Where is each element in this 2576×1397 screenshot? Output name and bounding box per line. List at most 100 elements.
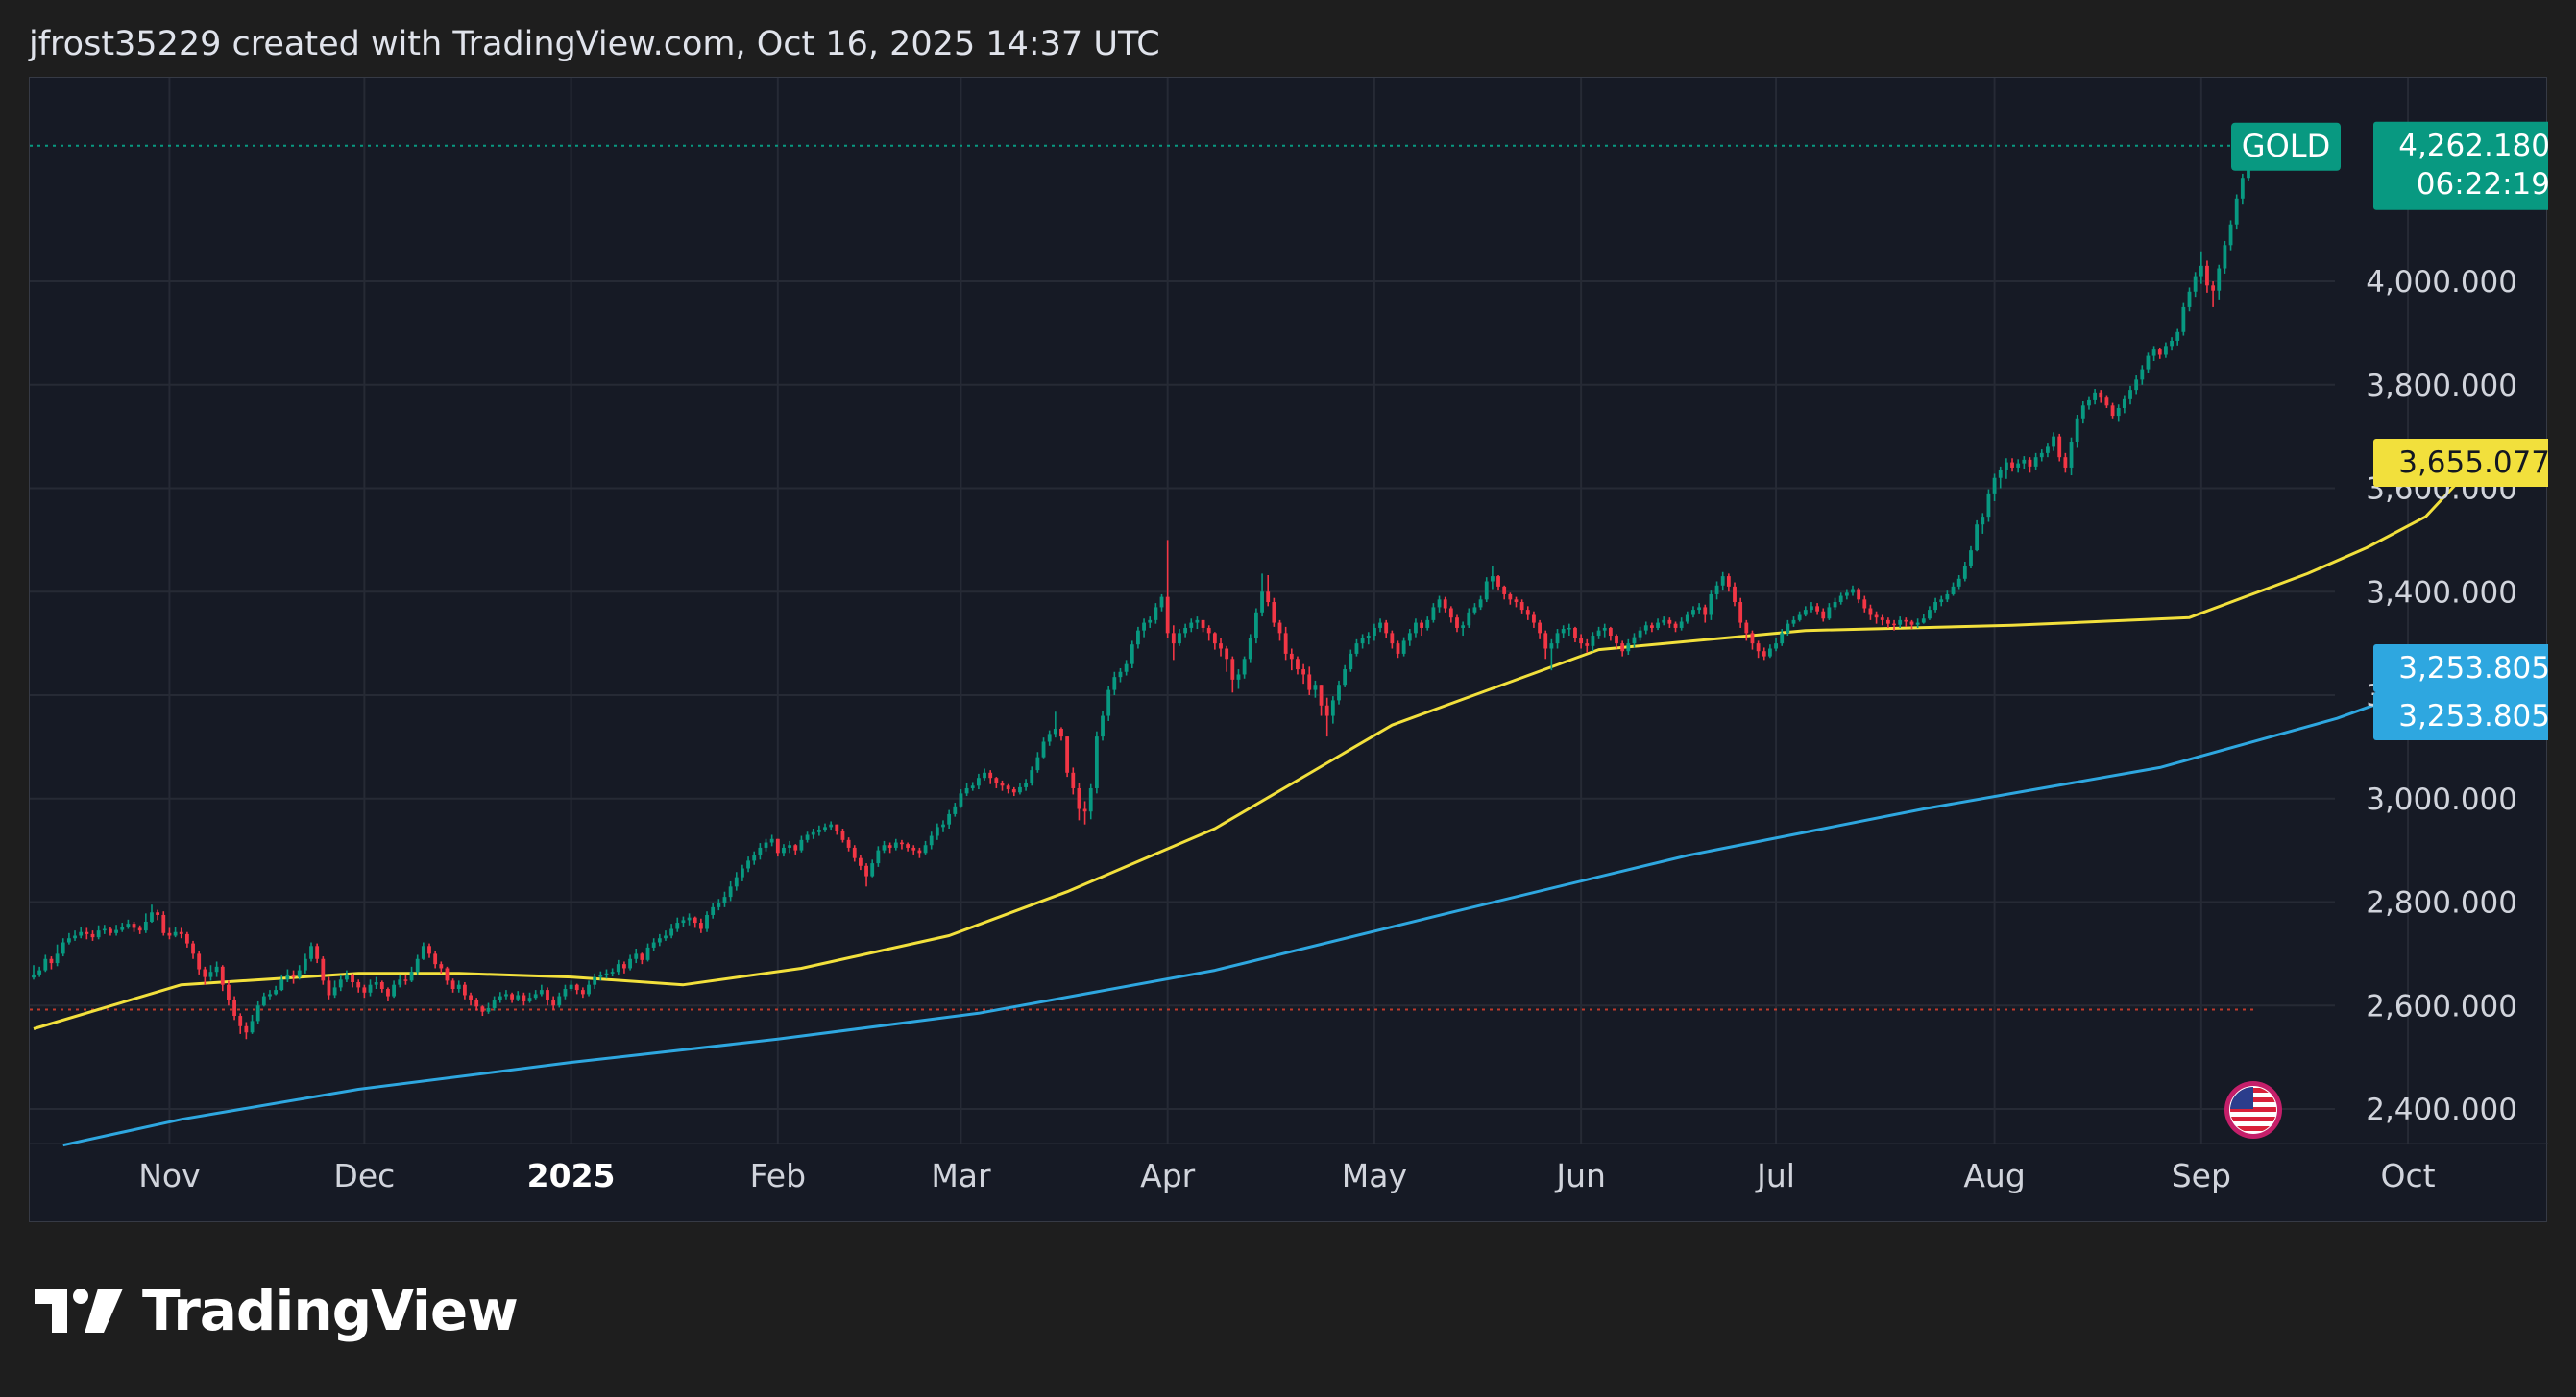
candle[interactable] <box>250 1014 255 1034</box>
candle[interactable] <box>1969 545 1973 569</box>
candle[interactable] <box>976 773 981 790</box>
candle[interactable] <box>1945 590 1950 603</box>
candle[interactable] <box>303 953 307 974</box>
candle[interactable] <box>297 965 302 980</box>
candle[interactable] <box>510 992 515 1003</box>
candle[interactable] <box>2075 414 2079 448</box>
candle[interactable] <box>1431 603 1436 623</box>
candle[interactable] <box>261 992 266 1007</box>
candle[interactable] <box>1277 619 1282 641</box>
candle[interactable] <box>32 965 36 980</box>
candle[interactable] <box>1626 638 1631 655</box>
candle[interactable] <box>829 821 834 831</box>
candle[interactable] <box>1071 767 1076 795</box>
price-chart[interactable]: 2,400.0002,600.0002,800.0003,000.0003,20… <box>30 78 2562 1223</box>
candle[interactable] <box>2099 390 2103 403</box>
candle[interactable] <box>498 992 502 1003</box>
candle[interactable] <box>232 996 236 1021</box>
candle[interactable] <box>244 1022 249 1040</box>
candle[interactable] <box>1880 614 1884 626</box>
candlesticks[interactable] <box>32 142 2250 1040</box>
candle[interactable] <box>734 872 739 891</box>
candle[interactable] <box>634 948 639 964</box>
candle[interactable] <box>970 782 975 791</box>
candle[interactable] <box>1065 736 1070 778</box>
candle[interactable] <box>1272 597 1276 627</box>
candle[interactable] <box>132 921 136 932</box>
candle[interactable] <box>1171 625 1176 661</box>
candle[interactable] <box>1165 540 1170 638</box>
candle[interactable] <box>1874 611 1879 624</box>
candle[interactable] <box>906 842 911 852</box>
candle[interactable] <box>574 983 579 995</box>
candle[interactable] <box>2234 194 2239 230</box>
candle[interactable] <box>1797 611 1802 622</box>
candle[interactable] <box>368 979 373 997</box>
candle[interactable] <box>1838 592 1843 605</box>
candle[interactable] <box>539 984 544 997</box>
candle[interactable] <box>2122 395 2126 414</box>
candle[interactable] <box>1178 629 1181 646</box>
candle[interactable] <box>1484 577 1489 603</box>
candle[interactable] <box>161 911 166 936</box>
candle[interactable] <box>1508 592 1513 605</box>
candle[interactable] <box>351 973 354 988</box>
candle[interactable] <box>1851 585 1855 596</box>
candle[interactable] <box>1112 671 1117 695</box>
candle[interactable] <box>1549 638 1554 671</box>
candle[interactable] <box>1420 619 1423 637</box>
candle[interactable] <box>527 992 532 1003</box>
candle[interactable] <box>1266 575 1271 607</box>
candle[interactable] <box>1260 573 1264 617</box>
candle[interactable] <box>782 844 786 857</box>
chart-panel[interactable]: 2,400.0002,600.0002,800.0003,000.0003,20… <box>29 77 2562 1223</box>
candle[interactable] <box>1502 585 1507 600</box>
candle[interactable] <box>1307 666 1312 695</box>
candle[interactable] <box>2080 400 2085 424</box>
candle[interactable] <box>2004 458 2008 479</box>
candle[interactable] <box>1059 727 1063 741</box>
candle[interactable] <box>1555 629 1560 649</box>
candle[interactable] <box>835 824 839 835</box>
candle[interactable] <box>859 855 863 871</box>
candle[interactable] <box>2187 287 2192 312</box>
candle[interactable] <box>1343 664 1348 687</box>
tradingview-brand[interactable]: TradingView <box>35 1277 519 1344</box>
candle[interactable] <box>2057 433 2062 462</box>
candle[interactable] <box>462 982 467 1000</box>
candle[interactable] <box>1101 711 1105 741</box>
candle[interactable] <box>1868 604 1873 620</box>
candle[interactable] <box>1821 608 1826 622</box>
candle[interactable] <box>717 899 721 911</box>
candle[interactable] <box>66 932 71 945</box>
candle[interactable] <box>1041 737 1046 759</box>
candle[interactable] <box>2164 342 2168 358</box>
candle[interactable] <box>752 851 757 865</box>
candle[interactable] <box>1183 623 1188 638</box>
candle[interactable] <box>728 880 733 902</box>
candle[interactable] <box>764 838 768 852</box>
candle[interactable] <box>2205 260 2209 293</box>
candle[interactable] <box>1225 645 1229 672</box>
candle[interactable] <box>398 974 402 988</box>
candle[interactable] <box>1992 473 1997 501</box>
candle[interactable] <box>516 991 521 1001</box>
candle[interactable] <box>651 938 656 951</box>
candle[interactable] <box>492 996 497 1011</box>
candle[interactable] <box>870 859 875 878</box>
candle[interactable] <box>2211 281 2216 307</box>
candle[interactable] <box>1478 595 1483 611</box>
candle[interactable] <box>2157 347 2162 359</box>
candle[interactable] <box>988 770 993 784</box>
candle[interactable] <box>1296 656 1300 675</box>
candle[interactable] <box>1077 783 1081 821</box>
candle[interactable] <box>1939 595 1944 607</box>
candle[interactable] <box>1437 595 1442 613</box>
candle[interactable] <box>917 847 922 858</box>
candle[interactable] <box>1561 625 1566 638</box>
candle[interactable] <box>450 978 455 993</box>
candle[interactable] <box>220 965 225 992</box>
candle[interactable] <box>983 768 986 781</box>
candle[interactable] <box>1915 618 1920 628</box>
candle[interactable] <box>681 916 686 927</box>
